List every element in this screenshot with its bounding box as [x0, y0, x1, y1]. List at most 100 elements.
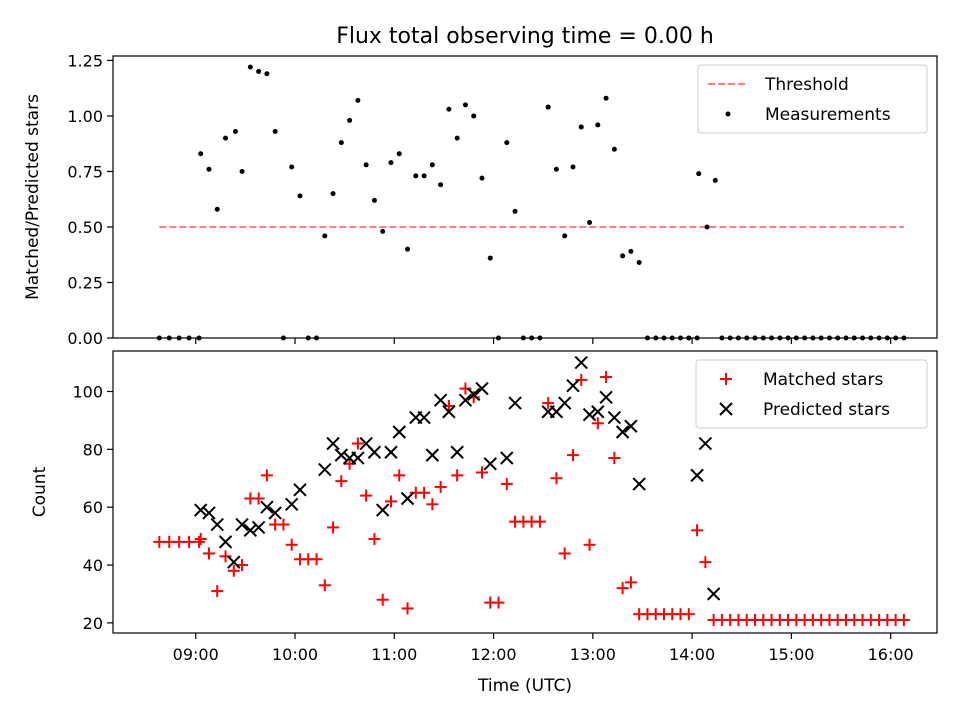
predicted-star-point	[574, 355, 588, 370]
matched-star-point	[583, 538, 596, 551]
predicted-star-point	[318, 462, 332, 477]
matched-star-point	[418, 486, 431, 499]
predicted-star-point	[251, 520, 266, 535]
measurement-point	[214, 206, 220, 212]
matched-star-point	[393, 469, 406, 482]
predicted-star-point	[607, 410, 622, 425]
predicted-star-point	[367, 445, 382, 459]
measurement-point	[347, 117, 353, 123]
measurement-point	[545, 104, 551, 110]
top-y-axis-label: Matched/Predicted stars	[23, 94, 43, 300]
top-legend-box	[697, 64, 928, 134]
measurement-point	[696, 171, 702, 177]
measurement-point	[272, 128, 278, 134]
predicted-star-point	[202, 506, 216, 520]
measurement-point	[198, 151, 204, 157]
matched-star-point	[211, 585, 224, 598]
matched-star-point	[608, 452, 621, 465]
matched-star-point	[327, 521, 340, 534]
measurement-point	[206, 166, 212, 172]
matched-star-point	[194, 533, 207, 545]
measurement-point	[429, 162, 435, 168]
measurement-point	[438, 182, 444, 188]
matched-star-point	[368, 533, 381, 545]
matched-star-point	[285, 538, 298, 551]
predicted-star-point	[690, 468, 704, 483]
measurement-point	[322, 233, 328, 239]
bottom-y-tick-label: 80	[83, 440, 103, 459]
predicted-star-point	[210, 517, 224, 532]
top-y-tick-label: 0.75	[67, 162, 103, 181]
measurement-point	[553, 166, 559, 172]
matched-star-point	[575, 373, 588, 386]
matched-star-point	[351, 437, 364, 450]
measurement-point	[396, 151, 402, 157]
matched-star-point	[260, 469, 273, 482]
x-tick-label: 13:00	[570, 645, 616, 664]
predicted-star-point	[458, 393, 473, 407]
measurement-point	[562, 233, 568, 239]
top-legend: Threshold Measurements	[697, 64, 928, 134]
predicted-star-point	[566, 379, 580, 393]
matched-star-point	[616, 582, 629, 595]
predicted-star-point	[260, 500, 274, 514]
measurement-point	[462, 102, 468, 108]
predicted-star-point	[632, 477, 646, 491]
matched-star-point	[202, 547, 215, 560]
chart-title: Flux total observing time = 0.00 h	[336, 24, 714, 49]
measurement-point	[712, 177, 718, 183]
measurement-point	[413, 173, 419, 179]
predicted-star-point	[442, 405, 456, 419]
matched-star-point	[252, 492, 265, 505]
measurement-point	[620, 253, 626, 259]
matched-star-point	[699, 556, 712, 569]
matched-star-point	[500, 478, 513, 491]
predicted-star-point	[558, 396, 572, 410]
predicted-star-point	[193, 503, 208, 517]
bottom-legend-box	[695, 359, 928, 429]
predicted-star-point	[698, 436, 713, 451]
matched-star-point	[360, 489, 373, 502]
x-tick-label: 15:00	[768, 645, 814, 664]
measurement-point	[595, 122, 601, 128]
legend-measurements-label: Measurements	[765, 105, 891, 125]
matched-star-point	[624, 576, 637, 589]
measurement-point	[338, 140, 344, 146]
bottom-plot-area	[153, 355, 910, 626]
legend-measurements-marker	[725, 111, 731, 117]
measurement-point	[504, 140, 510, 146]
top-y-tick-label: 0.25	[67, 273, 103, 292]
predicted-star-point	[599, 390, 613, 404]
matched-star-point	[434, 480, 447, 493]
matched-star-point	[600, 371, 613, 384]
predicted-star-point	[351, 451, 365, 465]
measurement-point	[247, 64, 253, 70]
predicted-star-point	[293, 483, 307, 497]
predicted-star-point	[706, 587, 721, 601]
measurement-point	[264, 71, 270, 77]
top-y-tick-label: 1.25	[67, 51, 103, 70]
predicted-star-point	[508, 396, 522, 410]
predicted-star-point	[624, 419, 638, 433]
predicted-star-point	[417, 410, 431, 425]
measurement-point	[611, 146, 617, 152]
measurement-point	[578, 124, 584, 130]
bottom-y-ticks: 20 40 60 80 100	[72, 382, 113, 633]
matched-star-point	[426, 498, 439, 511]
predicted-star-point	[450, 445, 464, 459]
measurement-point	[330, 191, 336, 197]
legend-matched-label: Matched stars	[763, 370, 883, 390]
predicted-star-point	[500, 451, 514, 465]
predicted-star-point	[483, 457, 497, 471]
predicted-star-point	[433, 393, 448, 407]
measurement-point	[487, 255, 493, 261]
x-tick-label: 14:00	[669, 645, 715, 664]
predicted-star-point	[243, 523, 258, 538]
predicted-star-point	[591, 405, 605, 419]
top-y-tick-label: 0.00	[67, 329, 103, 348]
predicted-star-point	[334, 448, 349, 462]
matched-star-point	[277, 518, 290, 531]
measurement-point	[636, 260, 642, 266]
predicted-star-point	[235, 517, 249, 532]
